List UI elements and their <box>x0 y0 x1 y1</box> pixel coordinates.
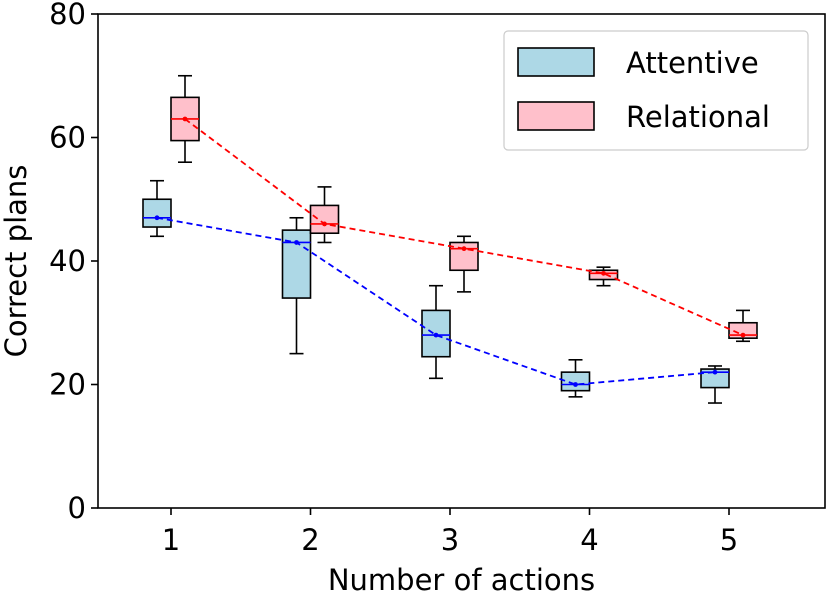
relational-mean-point-5 <box>740 332 746 338</box>
y-axis-label: Correct plans <box>0 165 33 358</box>
relational-mean-point-4 <box>601 270 606 276</box>
attentive-box-body-1 <box>142 198 172 228</box>
legend: Attentive Relational <box>503 30 809 151</box>
attentive-mean-point-3 <box>433 332 439 338</box>
relational-mean-point-3 <box>461 246 467 252</box>
y-tick-label-80: 80 <box>49 0 86 31</box>
relational-mean-point-2 <box>322 221 327 227</box>
relational-mean-line <box>184 118 744 336</box>
legend-swatch-relational <box>517 101 595 131</box>
relational-box-4 <box>588 266 619 287</box>
x-tick-label-5: 5 <box>720 523 738 557</box>
attentive-mean-line <box>156 216 716 386</box>
attentive-series <box>142 179 730 404</box>
relational-box-body-2 <box>309 204 340 235</box>
relational-box-2 <box>309 186 340 244</box>
x-tick-label-3: 3 <box>441 523 459 557</box>
attentive-mean-point-1 <box>154 215 160 221</box>
y-tick-label-60: 60 <box>49 121 86 155</box>
attentive-box-5 <box>700 365 730 404</box>
y-tick-label-20: 20 <box>49 368 86 402</box>
attentive-box-body-4 <box>560 371 591 392</box>
x-tick-label-2: 2 <box>301 523 319 557</box>
attentive-box-body-5 <box>700 368 730 389</box>
attentive-mean-point-4 <box>573 382 578 387</box>
relational-box-5 <box>728 309 758 343</box>
legend-label-relational: Relational <box>626 100 770 134</box>
legend-label-attentive: Attentive <box>626 46 759 80</box>
attentive-mean-point-5 <box>712 369 718 375</box>
plot-marks <box>142 74 758 404</box>
relational-mean-point-1 <box>182 116 188 122</box>
attentive-box-2 <box>281 216 312 355</box>
x-axis: 1 2 3 4 5 <box>162 508 738 557</box>
x-tick-label-4: 4 <box>580 523 598 557</box>
attentive-box-1 <box>142 179 172 238</box>
attentive-box-3 <box>421 284 451 380</box>
legend-swatch-attentive <box>517 47 595 77</box>
attentive-mean-point-2 <box>294 240 299 245</box>
x-axis-label: Number of actions <box>328 563 595 593</box>
attentive-box-4 <box>560 358 591 398</box>
y-tick-label-40: 40 <box>49 244 86 278</box>
relational-box-3 <box>449 235 479 293</box>
x-tick-label-1: 1 <box>162 523 180 557</box>
y-axis: 0 20 40 60 80 <box>49 0 98 525</box>
y-tick-label-0: 0 <box>68 491 86 525</box>
